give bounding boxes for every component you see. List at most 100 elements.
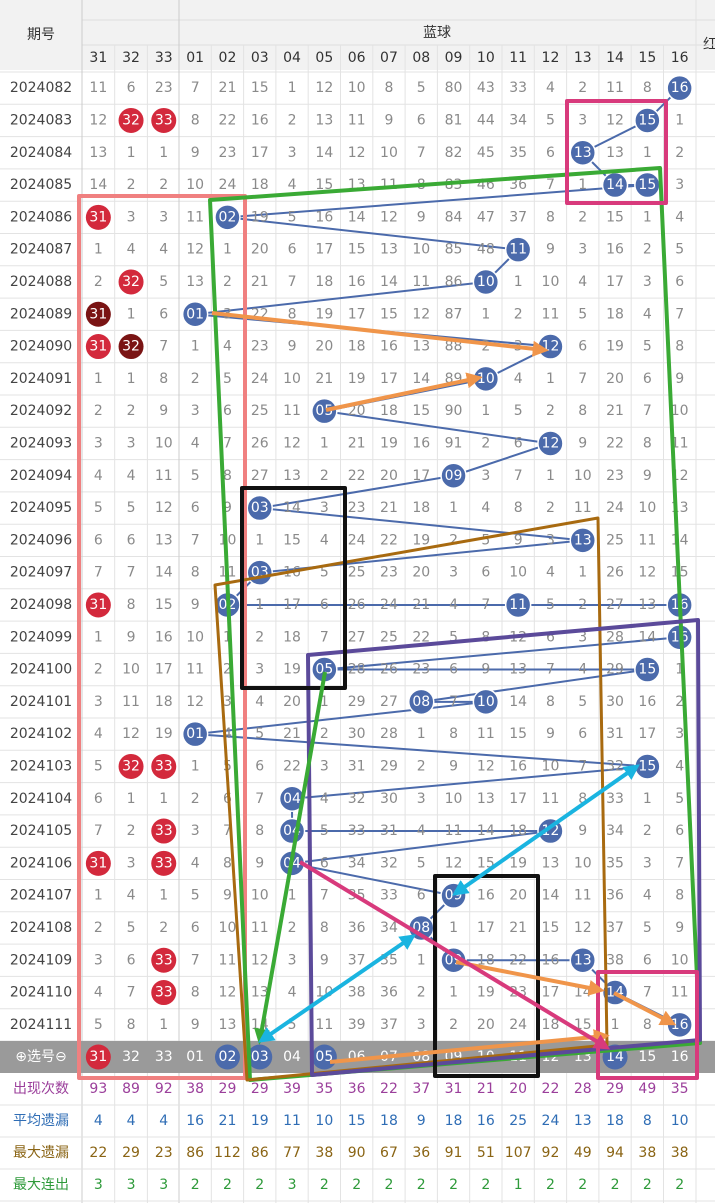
miss-count: 23 [380, 565, 398, 581]
miss-count: 37 [380, 1017, 398, 1033]
issue: 2024089 [10, 306, 72, 322]
miss-count: 30 [606, 694, 624, 710]
miss-count: 5 [417, 80, 426, 96]
miss-count: 21 [509, 920, 527, 936]
miss-count: 11 [155, 468, 173, 484]
miss-count: 9 [481, 662, 490, 678]
miss-count: 20 [412, 565, 430, 581]
stat-value: 16 [186, 1113, 204, 1129]
blue-ball [569, 947, 596, 974]
miss-count: 47 [477, 209, 495, 225]
miss-count: 21 [283, 726, 301, 742]
miss-count: 18 [412, 500, 430, 516]
red-ball [85, 850, 111, 876]
miss-count: 1 [159, 888, 168, 904]
miss-count: 4 [94, 468, 103, 484]
miss-count: 16 [542, 952, 560, 968]
stat-value: 92 [155, 1081, 173, 1097]
miss-count: 86 [445, 274, 463, 290]
stat-value: 2 [191, 1177, 200, 1193]
miss-count: 5 [94, 500, 103, 516]
miss-count: 44 [477, 112, 495, 128]
miss-count: 10 [574, 855, 592, 871]
miss-count: 9 [191, 1017, 200, 1033]
miss-count: 3 [481, 468, 490, 484]
issue: 2024100 [10, 662, 72, 678]
miss-count: 34 [509, 112, 527, 128]
ball-number: 33 [155, 758, 173, 774]
miss-count: 21 [380, 500, 398, 516]
select-ball [247, 1044, 273, 1070]
miss-count: 7 [223, 435, 232, 451]
miss-count: 21 [219, 80, 237, 96]
miss-count: 22 [606, 435, 624, 451]
miss-count: 6 [643, 371, 652, 387]
miss-count: 27 [251, 468, 269, 484]
column-header: 14 [606, 50, 624, 66]
ball-number: 16 [671, 80, 689, 96]
miss-count: 11 [671, 435, 689, 451]
miss-count: 9 [191, 597, 200, 613]
issue: 2024086 [10, 209, 72, 225]
miss-count: 20 [509, 888, 527, 904]
miss-count: 5 [191, 888, 200, 904]
miss-count: 7 [288, 274, 297, 290]
stat-value: 4 [94, 1113, 103, 1129]
issue: 2024099 [10, 629, 72, 645]
issue: 2024090 [10, 339, 72, 355]
miss-count: 21 [606, 403, 624, 419]
stat-value: 67 [380, 1145, 398, 1161]
miss-count: 14 [283, 500, 301, 516]
miss-count: 4 [449, 597, 458, 613]
blue-ball [472, 688, 500, 716]
pink-box [596, 970, 699, 1080]
blue-ball [440, 462, 467, 489]
issue-header: 期号 [27, 27, 55, 43]
miss-count: 3 [546, 532, 555, 548]
issue: 2024102 [10, 726, 72, 742]
miss-count: 11 [542, 306, 560, 322]
ball-number: 02 [219, 209, 237, 225]
miss-count: 8 [223, 468, 232, 484]
miss-count: 6 [320, 597, 329, 613]
red-ball [151, 753, 177, 779]
miss-count: 32 [606, 758, 624, 774]
miss-count: 8 [127, 1017, 136, 1033]
miss-count: 7 [675, 855, 684, 871]
miss-count: 8 [675, 339, 684, 355]
miss-count: 1 [514, 274, 523, 290]
miss-count: 11 [348, 112, 366, 128]
miss-count: 15 [315, 177, 333, 193]
ball-number: 33 [155, 985, 173, 1001]
miss-count: 1 [255, 597, 264, 613]
miss-count: 18 [477, 952, 495, 968]
miss-count: 2 [675, 694, 684, 710]
miss-count: 22 [509, 952, 527, 968]
ball-number: 03 [251, 500, 269, 516]
stat-value: 86 [251, 1145, 269, 1161]
miss-count: 20 [477, 1017, 495, 1033]
ball-number: 32 [122, 274, 140, 290]
miss-count: 17 [606, 274, 624, 290]
miss-count: 7 [643, 403, 652, 419]
miss-count: 11 [89, 80, 107, 96]
miss-count: 13 [477, 791, 495, 807]
miss-count: 10 [186, 629, 204, 645]
column-header: 10 [477, 50, 495, 66]
stat-value: 77 [283, 1145, 301, 1161]
miss-count: 11 [186, 209, 204, 225]
miss-count: 12 [251, 952, 269, 968]
miss-count: 45 [477, 145, 495, 161]
miss-count: 17 [155, 662, 173, 678]
miss-count: 29 [606, 662, 624, 678]
miss-count: 15 [380, 306, 398, 322]
stat-value: 20 [509, 1081, 527, 1097]
miss-count: 1 [449, 985, 458, 1001]
miss-count: 6 [546, 629, 555, 645]
miss-count: 17 [251, 145, 269, 161]
miss-count: 8 [546, 209, 555, 225]
stat-value: 2 [675, 1177, 684, 1193]
miss-count: 13 [283, 468, 301, 484]
miss-count: 8 [191, 985, 200, 1001]
miss-count: 7 [643, 985, 652, 1001]
